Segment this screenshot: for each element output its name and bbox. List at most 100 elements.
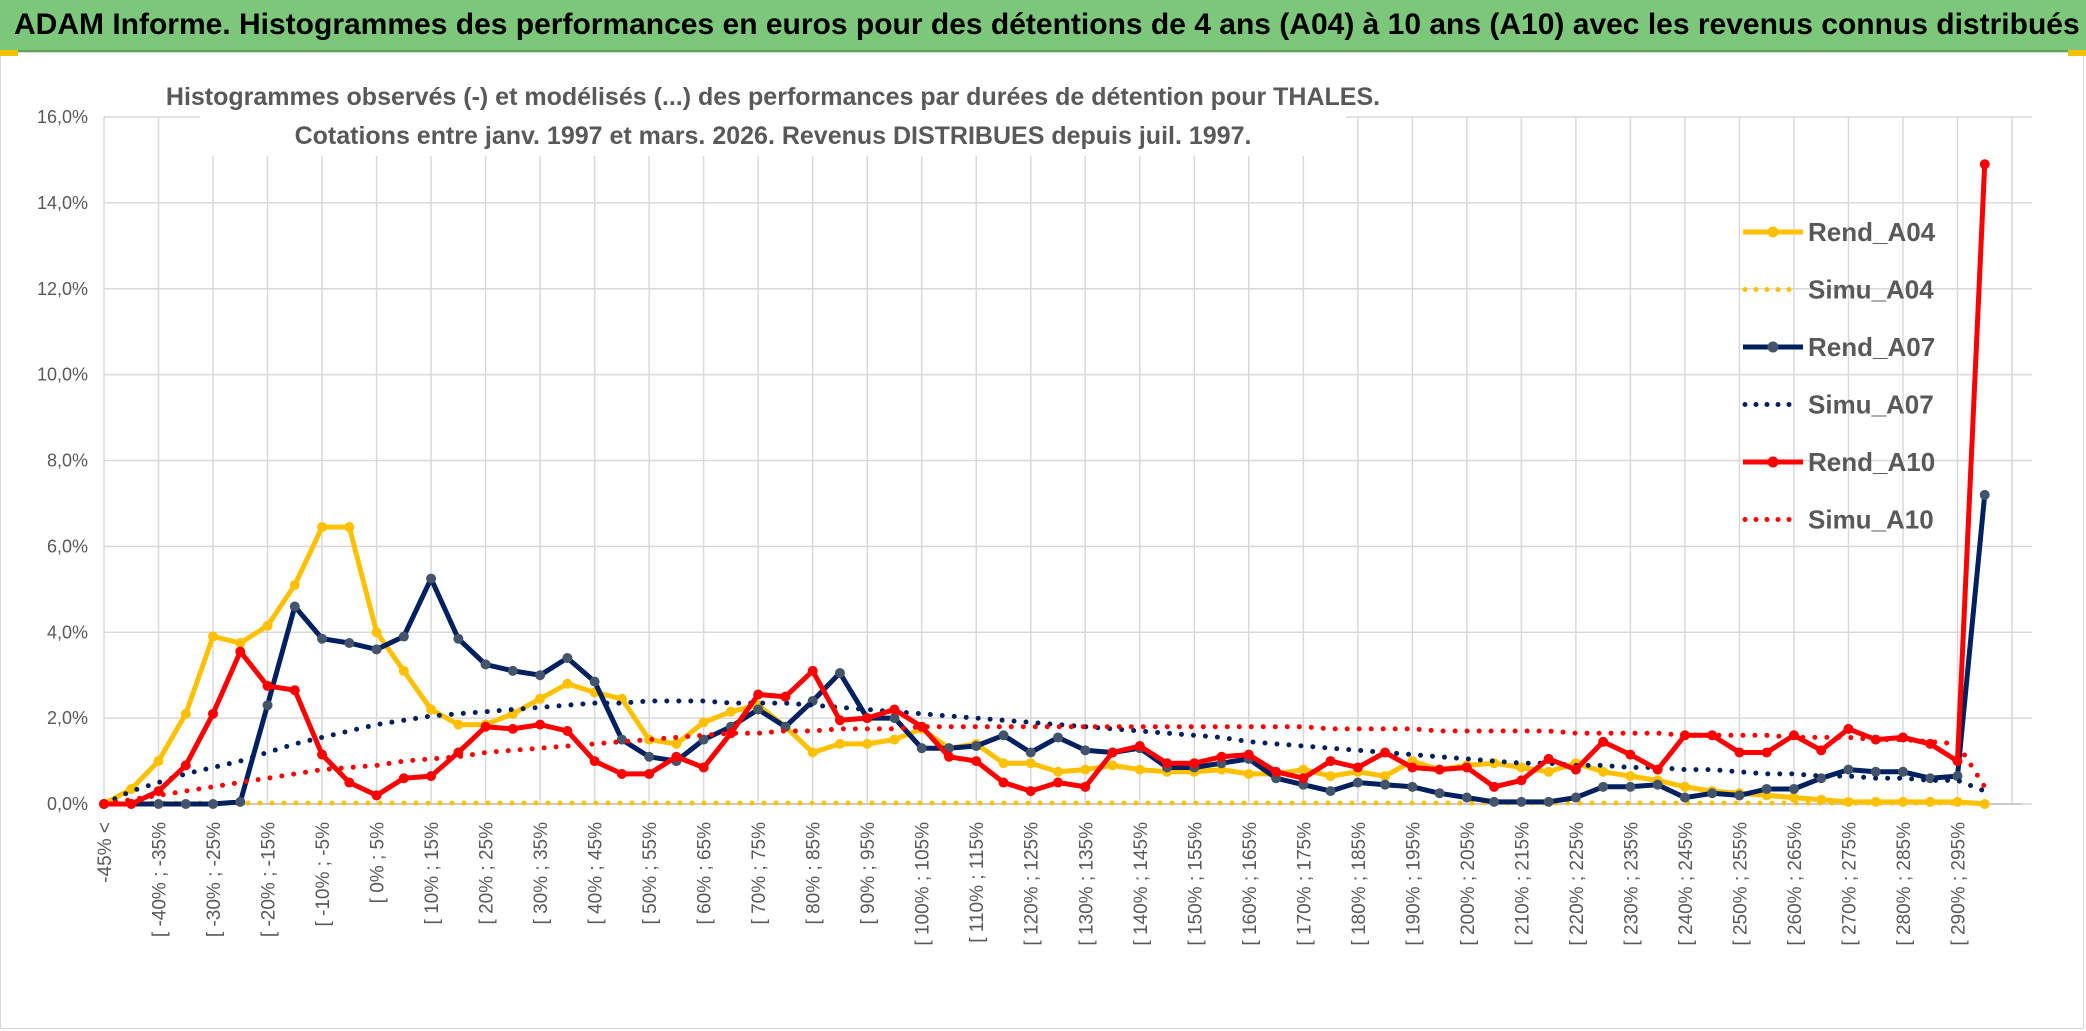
- data-point-rend-a10: [1080, 781, 1091, 792]
- chart-frame: [0, 52, 2084, 1029]
- y-tick-label: 4,0%: [47, 622, 88, 642]
- legend-marker: [1767, 341, 1779, 353]
- data-point-rend-a10: [1761, 747, 1772, 758]
- data-point-rend-a07: [426, 573, 437, 584]
- data-point-rend-a04: [398, 665, 409, 676]
- data-point-rend-a10: [1598, 736, 1609, 747]
- x-tick-labels: -45% < [ -40% ; -35% [ -30% ; -25% [ -20% ;…: [95, 822, 1969, 946]
- legend-item-rend-a10: Rend_A10: [1743, 447, 1935, 477]
- data-point-rend-a10: [208, 708, 219, 719]
- data-point-rend-a07: [1407, 781, 1418, 792]
- data-point-rend-a10: [1843, 723, 1854, 734]
- data-point-rend-a10: [1216, 751, 1227, 762]
- data-point-rend-a04: [208, 631, 219, 642]
- data-point-rend-a10: [1189, 758, 1200, 769]
- data-point-rend-a07: [1598, 781, 1609, 792]
- data-point-rend-a04: [1598, 766, 1609, 777]
- legend-label: Rend_A04: [1808, 217, 1936, 247]
- data-point-rend-a07: [1952, 771, 1963, 782]
- data-point-rend-a07: [1843, 764, 1854, 775]
- x-tick-label: [ 0% ; 5%: [368, 822, 389, 903]
- data-point-rend-a10: [1271, 766, 1282, 777]
- x-tick-label: [ 250% ; 255%: [1730, 822, 1751, 946]
- data-point-rend-a07: [562, 653, 573, 664]
- data-point-rend-a10: [1407, 762, 1418, 773]
- data-point-rend-a10: [1652, 764, 1663, 775]
- data-point-rend-a10: [644, 768, 655, 779]
- data-point-rend-a10: [943, 751, 954, 762]
- x-tick-label: [ 160% ; 165%: [1240, 822, 1261, 946]
- x-tick-label: [ 120% ; 125%: [1022, 822, 1043, 946]
- y-tick-label: 16,0%: [37, 107, 88, 127]
- data-point-rend-a04: [1025, 758, 1036, 769]
- data-point-rend-a07: [1352, 777, 1363, 788]
- data-point-rend-a07: [1679, 792, 1690, 803]
- legend-item-rend-a07: Rend_A07: [1743, 332, 1935, 362]
- x-tick-label: [ 70% ; 75%: [749, 822, 770, 925]
- legend-label: Simu_A10: [1808, 505, 1934, 535]
- x-tick-label: [ 260% ; 265%: [1785, 822, 1806, 946]
- data-point-rend-a04: [889, 734, 900, 745]
- data-point-rend-a07: [589, 676, 600, 687]
- data-point-rend-a04: [1543, 766, 1554, 777]
- data-point-rend-a10: [1352, 762, 1363, 773]
- series-simu-a07: [101, 698, 1988, 807]
- data-point-rend-a04: [671, 738, 682, 749]
- data-point-rend-a10: [562, 726, 573, 737]
- data-point-rend-a04: [1380, 771, 1391, 782]
- data-point-rend-a07: [1870, 766, 1881, 777]
- data-point-rend-a04: [289, 580, 300, 591]
- legend-item-simu-a07: Simu_A07: [1742, 390, 1934, 420]
- data-point-rend-a10: [1979, 159, 1990, 170]
- data-point-rend-a07: [262, 700, 273, 711]
- data-point-rend-a10: [1489, 781, 1500, 792]
- data-point-rend-a10: [262, 680, 273, 691]
- header-banner: ADAM Informe. Histogrammes des performan…: [0, 0, 2086, 52]
- data-point-rend-a07: [644, 751, 655, 762]
- data-point-rend-a10: [1461, 762, 1472, 773]
- data-point-rend-a04: [153, 756, 164, 767]
- x-tick-label: -45% <: [95, 822, 116, 883]
- data-point-rend-a07: [916, 743, 927, 754]
- data-point-rend-a10: [344, 777, 355, 788]
- data-point-rend-a07: [1761, 783, 1772, 794]
- y-tick-labels: 0,0% 2,0% 4,0% 6,0% 8,0% 10,0% 12,0% 14,0% 16,0%: [37, 107, 88, 814]
- data-point-rend-a07: [1897, 766, 1908, 777]
- data-point-rend-a10: [1625, 749, 1636, 760]
- data-point-rend-a04: [1516, 762, 1527, 773]
- data-point-rend-a10: [1516, 775, 1527, 786]
- data-point-rend-a07: [1461, 792, 1472, 803]
- data-point-rend-a10: [1162, 758, 1173, 769]
- x-tick-label: [ -10% ; -5%: [313, 822, 334, 927]
- data-point-rend-a07: [180, 799, 191, 809]
- data-point-rend-a10: [535, 719, 546, 730]
- data-point-rend-a07: [1734, 790, 1745, 801]
- data-point-rend-a07: [1925, 773, 1936, 784]
- data-point-rend-a04: [126, 783, 137, 794]
- data-point-rend-a04: [1243, 768, 1254, 779]
- data-point-rend-a10: [725, 728, 736, 739]
- data-point-rend-a07: [971, 741, 982, 752]
- legend-label: Simu_A07: [1808, 390, 1934, 420]
- data-point-rend-a04: [1134, 764, 1145, 775]
- data-point-rend-a07: [1625, 781, 1636, 792]
- series-rend-a10: [99, 159, 1990, 809]
- x-tick-label: [ 140% ; 145%: [1131, 822, 1152, 946]
- data-point-rend-a10: [1325, 756, 1336, 767]
- data-point-rend-a04: [1952, 796, 1963, 807]
- data-point-rend-a10: [426, 771, 437, 782]
- legend-item-rend-a04: Rend_A04: [1743, 217, 1936, 247]
- data-point-rend-a10: [671, 751, 682, 762]
- x-tick-label: [ -20% ; -15%: [259, 822, 280, 937]
- y-tick-label: 6,0%: [47, 536, 88, 556]
- data-point-rend-a10: [371, 790, 382, 801]
- page-title: ADAM Informe. Histogrammes des performan…: [14, 8, 2080, 41]
- data-point-rend-a07: [616, 734, 627, 745]
- data-point-rend-a07: [208, 799, 219, 809]
- data-point-rend-a07: [317, 633, 328, 644]
- data-point-rend-a10: [1543, 753, 1554, 764]
- data-point-rend-a10: [1734, 747, 1745, 758]
- data-point-rend-a10: [889, 704, 900, 715]
- x-tick-label: [ 30% ; 35%: [531, 822, 552, 925]
- data-point-rend-a04: [1298, 764, 1309, 775]
